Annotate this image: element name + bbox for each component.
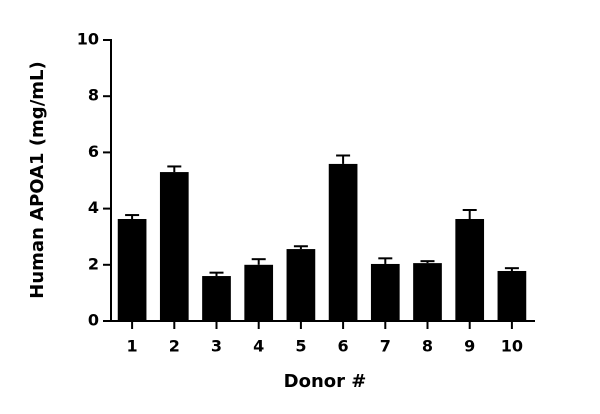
x-tick-label: 1 <box>127 337 138 356</box>
bar <box>413 263 442 321</box>
x-tick-label: 6 <box>338 337 349 356</box>
error-bar <box>293 245 308 250</box>
bar <box>202 276 231 321</box>
error-bar <box>462 209 477 219</box>
error-bar <box>378 257 393 264</box>
bar <box>117 218 147 321</box>
x-tick-label: 4 <box>253 337 264 356</box>
bar <box>370 263 400 321</box>
x-tick-label: 10 <box>501 337 523 356</box>
x-tick-label: 7 <box>380 337 391 356</box>
bar <box>328 163 358 321</box>
y-tick-label: 6 <box>88 142 99 161</box>
error-bar <box>125 214 140 219</box>
error-bar <box>336 154 351 164</box>
x-axis-title: Donor # <box>284 371 367 392</box>
x-tick-label: 2 <box>169 337 180 356</box>
x-tick-label: 5 <box>295 337 306 356</box>
y-tick-label: 10 <box>77 30 99 49</box>
y-tick-label: 2 <box>88 254 99 273</box>
x-tick-label: 9 <box>464 337 475 356</box>
y-tick-label: 0 <box>88 311 99 330</box>
bar <box>497 270 527 321</box>
y-axis-title: Human APOA1 (mg/mL) <box>27 61 48 298</box>
error-bar <box>167 165 182 173</box>
bar <box>244 264 274 321</box>
error-bar <box>420 260 435 264</box>
error-bar <box>209 271 224 277</box>
bar <box>286 249 316 321</box>
x-tick-label: 3 <box>211 337 222 356</box>
y-tick-label: 8 <box>88 86 99 105</box>
y-tick-label: 4 <box>88 198 99 217</box>
bar <box>455 218 485 321</box>
bar <box>159 172 189 321</box>
error-bar <box>504 267 519 271</box>
x-tick-label: 8 <box>422 337 433 356</box>
error-bar <box>251 258 266 265</box>
